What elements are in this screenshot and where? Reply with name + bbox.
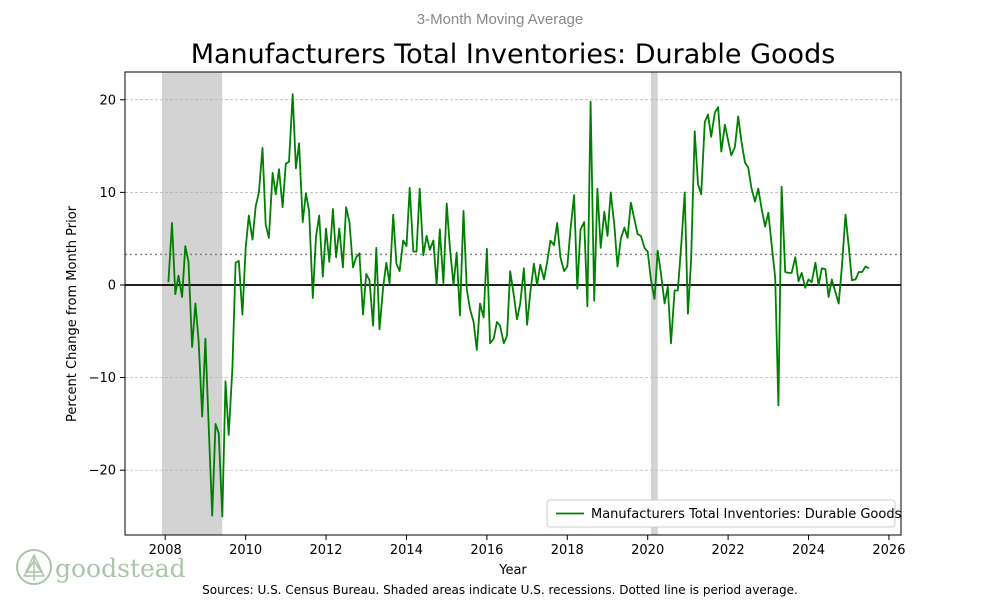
legend: Manufacturers Total Inventories: Durable… <box>546 499 902 528</box>
x-tick-label: 2010 <box>229 543 262 558</box>
x-tick-label: 2020 <box>631 543 664 558</box>
y-tick-label: 20 <box>99 93 116 108</box>
y-tick-label: 0 <box>108 278 116 293</box>
x-tick-label: 2014 <box>390 543 423 558</box>
footer-source: Sources: U.S. Census Bureau. Shaded area… <box>202 583 798 597</box>
x-tick-label: 2024 <box>792 543 825 558</box>
y-tick-label: −20 <box>89 464 116 479</box>
x-tick-label: 2012 <box>309 543 342 558</box>
pine-tree-icon <box>16 549 52 585</box>
x-tick-label: 2008 <box>149 543 182 558</box>
recession-band-2 <box>651 72 658 535</box>
recession-bands <box>161 72 658 535</box>
x-tick-label: 2022 <box>712 543 745 558</box>
y-axis-ticks: 20 10 0 −10 −20 <box>89 93 125 479</box>
legend-label: Manufacturers Total Inventories: Durable… <box>591 507 902 522</box>
logo: goodstead <box>16 549 186 585</box>
legend-box <box>546 499 896 528</box>
plot-frame <box>124 71 902 536</box>
y-tick-label: −10 <box>89 371 116 386</box>
x-axis-ticks: 2008 2010 2012 2014 2016 2018 2020 2022 2024 2026 <box>149 535 905 558</box>
chart-title: Manufacturers Total Inventories: Durable… <box>191 39 836 70</box>
x-tick-label: 2018 <box>551 543 584 558</box>
x-tick-label: 2016 <box>470 543 503 558</box>
series-line <box>167 93 870 518</box>
recession-band-1 <box>161 72 223 535</box>
x-axis-label: Year <box>498 563 527 578</box>
logo-text: goodstead <box>55 554 186 583</box>
y-tick-label: 10 <box>99 186 116 201</box>
grid-lines <box>125 99 901 471</box>
y-axis-label: Percent Change from Month Prior <box>65 205 80 422</box>
x-tick-label: 2026 <box>872 543 905 558</box>
chart-subtitle: 3-Month Moving Average <box>417 11 584 28</box>
